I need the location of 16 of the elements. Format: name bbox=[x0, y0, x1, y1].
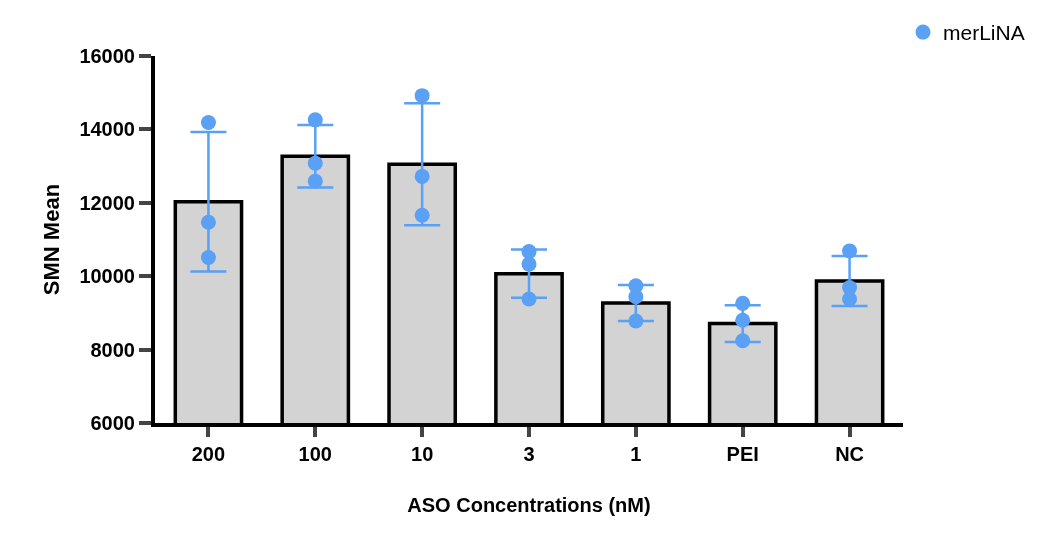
y-axis-title: SMN Mean bbox=[38, 183, 64, 296]
y-tick-label: 6000 bbox=[90, 412, 135, 434]
x-tick-label: 1 bbox=[630, 443, 642, 465]
x-tick-label: 100 bbox=[298, 443, 332, 465]
y-tick-label: 8000 bbox=[90, 338, 135, 361]
x-tick-label: 3 bbox=[523, 443, 535, 465]
y-tick-label: 12000 bbox=[79, 191, 135, 214]
y-tick-label: 16000 bbox=[79, 45, 135, 67]
y-tick-label: 14000 bbox=[79, 118, 135, 141]
y-tick-label: 10000 bbox=[79, 265, 135, 288]
x-tick-label: NC bbox=[835, 443, 865, 465]
x-tick-label: PEI bbox=[726, 443, 759, 465]
x-axis-title: ASO Concentrations (nM) bbox=[407, 494, 651, 516]
x-tick-label: 10 bbox=[411, 443, 434, 465]
x-tick-label: 200 bbox=[191, 443, 226, 465]
legend-label: merLiNA bbox=[943, 21, 1025, 45]
